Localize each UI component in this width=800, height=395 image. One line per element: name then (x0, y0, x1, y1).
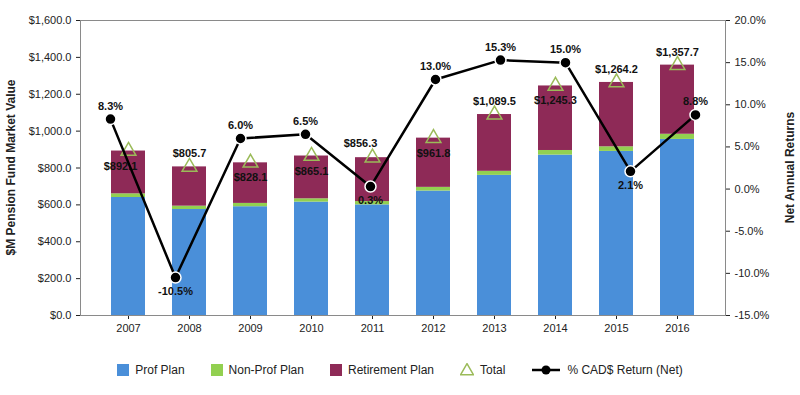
svg-text:$892.1: $892.1 (103, 159, 138, 172)
svg-text:$1,357.7: $1,357.7 (656, 46, 699, 58)
svg-text:15.0%: 15.0% (735, 56, 766, 68)
svg-text:-5.0%: -5.0% (735, 225, 764, 237)
svg-text:8.3%: 8.3% (98, 100, 123, 112)
html-text:Total: Total (480, 363, 506, 377)
svg-text:$M Pension Fund Market Value: $M Pension Fund Market Value (4, 79, 18, 255)
svg-text:Net Annual Returns: Net Annual Returns (783, 111, 797, 223)
svg-text:-10.5%: -10.5% (158, 285, 193, 297)
svg-text:-15.0%: -15.0% (735, 309, 770, 321)
svg-text:$1,200.0: $1,200.0 (29, 88, 72, 100)
svg-text:$828.1: $828.1 (234, 171, 268, 183)
svg-text:$1,000.0: $1,000.0 (29, 125, 72, 137)
svg-text:$805.7: $805.7 (173, 147, 207, 159)
svg-text:2008: 2008 (177, 322, 201, 334)
svg-text:$1,400.0: $1,400.0 (29, 51, 72, 63)
svg-text:10.0%: 10.0% (735, 98, 766, 110)
svg-text:2012: 2012 (421, 322, 445, 334)
html-text:Retirement Plan: Retirement Plan (348, 363, 434, 377)
svg-text:$800.0: $800.0 (38, 162, 72, 174)
svg-text:2010: 2010 (299, 322, 323, 334)
svg-text:0.3%: 0.3% (358, 194, 383, 206)
svg-text:$856.3: $856.3 (344, 137, 378, 149)
svg-text:$1,600.0: $1,600.0 (29, 14, 72, 26)
svg-text:2.1%: 2.1% (618, 179, 643, 191)
svg-text:-10.0%: -10.0% (735, 267, 770, 279)
svg-text:2011: 2011 (361, 322, 385, 334)
svg-text:6.0%: 6.0% (228, 119, 253, 131)
svg-text:0.0%: 0.0% (735, 183, 760, 195)
svg-text:$200.0: $200.0 (38, 272, 72, 284)
svg-text:$1,264.2: $1,264.2 (595, 63, 638, 75)
svg-text:$961.8: $961.8 (417, 147, 451, 159)
html-text:% CAD$ Return (Net): % CAD$ Return (Net) (567, 363, 683, 377)
svg-text:20.0%: 20.0% (735, 14, 766, 26)
svg-text:2013: 2013 (482, 322, 506, 334)
svg-text:$400.0: $400.0 (38, 235, 72, 247)
html-text:Prof Plan: Prof Plan (135, 363, 185, 377)
svg-text:2014: 2014 (543, 322, 567, 334)
svg-text:6.5%: 6.5% (293, 115, 318, 127)
svg-text:$865.1: $865.1 (295, 165, 329, 177)
svg-text:8.8%: 8.8% (683, 95, 708, 107)
svg-text:5.0%: 5.0% (735, 140, 760, 152)
svg-text:2007: 2007 (116, 322, 140, 334)
svg-text:13.0%: 13.0% (420, 60, 451, 72)
svg-text:15.0%: 15.0% (550, 43, 581, 55)
svg-text:2015: 2015 (604, 322, 628, 334)
svg-text:2016: 2016 (665, 322, 689, 334)
svg-text:2009: 2009 (238, 322, 262, 334)
svg-text:$600.0: $600.0 (38, 198, 72, 210)
svg-text:$0.0: $0.0 (50, 309, 71, 321)
svg-text:$1,245.3: $1,245.3 (534, 94, 577, 106)
svg-text:15.3%: 15.3% (485, 41, 516, 53)
html-text:Non-Prof Plan: Non-Prof Plan (228, 363, 304, 377)
svg-text:$1,089.5: $1,089.5 (473, 95, 516, 107)
